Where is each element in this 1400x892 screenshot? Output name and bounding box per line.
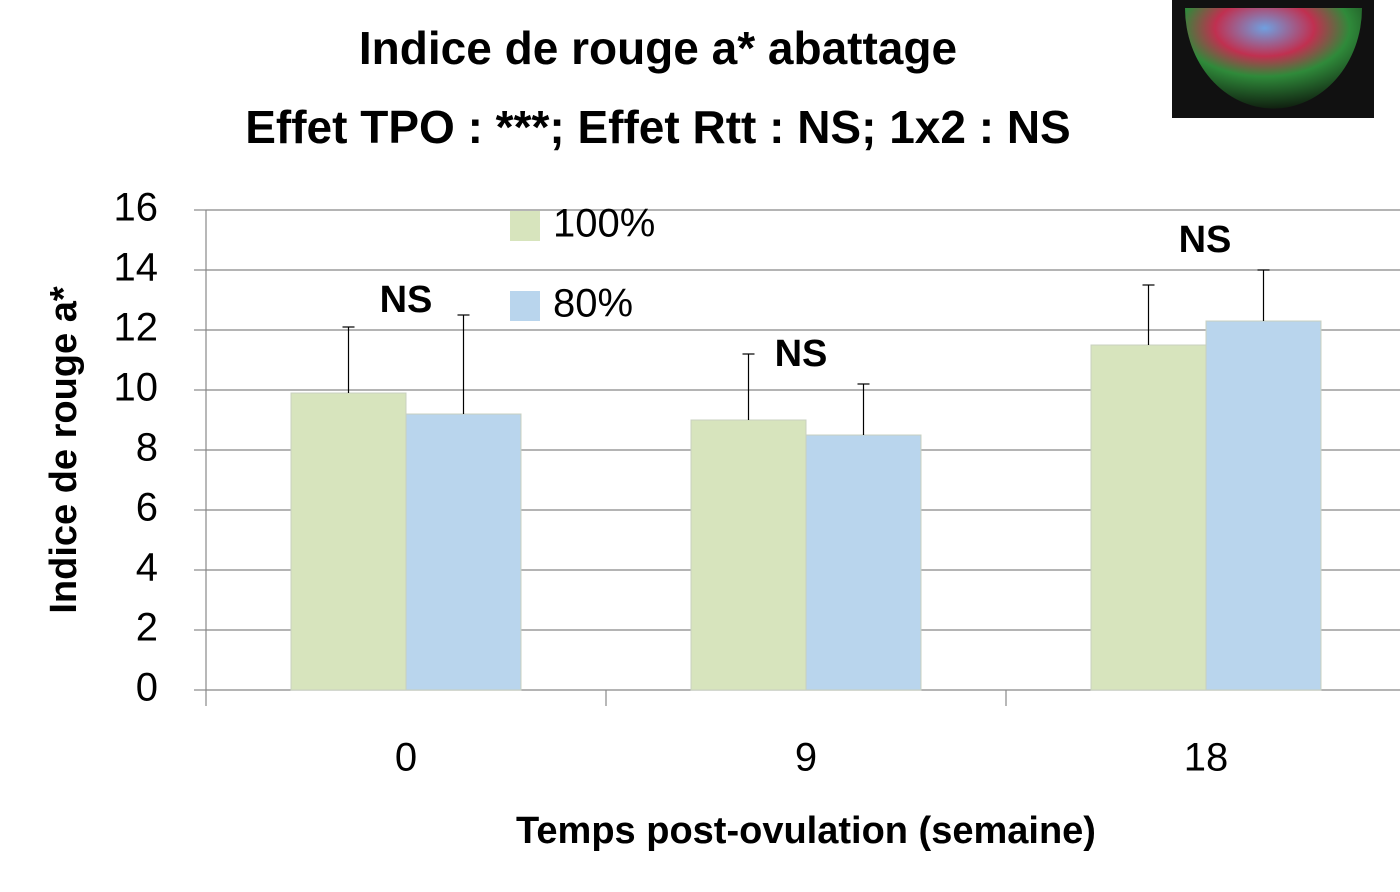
- chart: Indice de rouge a* abattage Effet TPO : …: [0, 0, 1400, 892]
- error-bar: [858, 384, 870, 435]
- bar: [1091, 345, 1206, 690]
- x-tick-label: 18: [1184, 736, 1229, 780]
- annotation: NS: [1179, 219, 1232, 261]
- y-tick-label: 2: [136, 606, 158, 650]
- y-tick-label: 12: [114, 306, 159, 350]
- bar: [806, 435, 921, 690]
- legend-swatch: [510, 211, 540, 241]
- error-bar: [1258, 270, 1270, 321]
- y-tick-label: 0: [136, 666, 158, 710]
- x-tick-label: 0: [395, 736, 417, 780]
- y-tick-label: 4: [136, 546, 158, 590]
- bar: [691, 420, 806, 690]
- bar: [1206, 321, 1321, 690]
- y-tick-label: 10: [114, 366, 159, 410]
- chart-subtitle: Effet TPO : ***; Effet Rtt : NS; 1x2 : N…: [245, 101, 1071, 153]
- y-tick-label: 8: [136, 426, 158, 470]
- y-tick-label: 6: [136, 486, 158, 530]
- y-tick-label: 16: [114, 186, 159, 230]
- color-sphere-image: [1172, 0, 1374, 118]
- legend-label: 80%: [553, 282, 633, 326]
- annotation: NS: [775, 333, 828, 375]
- error-bar: [343, 327, 355, 393]
- x-tick-label: 9: [795, 736, 817, 780]
- chart-title: Indice de rouge a* abattage: [359, 22, 957, 74]
- error-bar: [1143, 285, 1155, 345]
- y-tick-label: 14: [114, 246, 159, 290]
- y-axis-label: Indice de rouge a*: [43, 286, 85, 614]
- bar: [406, 414, 521, 690]
- bar: [291, 393, 406, 690]
- legend-swatch: [510, 291, 540, 321]
- error-bar: [743, 354, 755, 420]
- x-axis-label: Temps post-ovulation (semaine): [516, 810, 1096, 852]
- legend-label: 100%: [553, 202, 655, 246]
- annotation: NS: [380, 279, 433, 321]
